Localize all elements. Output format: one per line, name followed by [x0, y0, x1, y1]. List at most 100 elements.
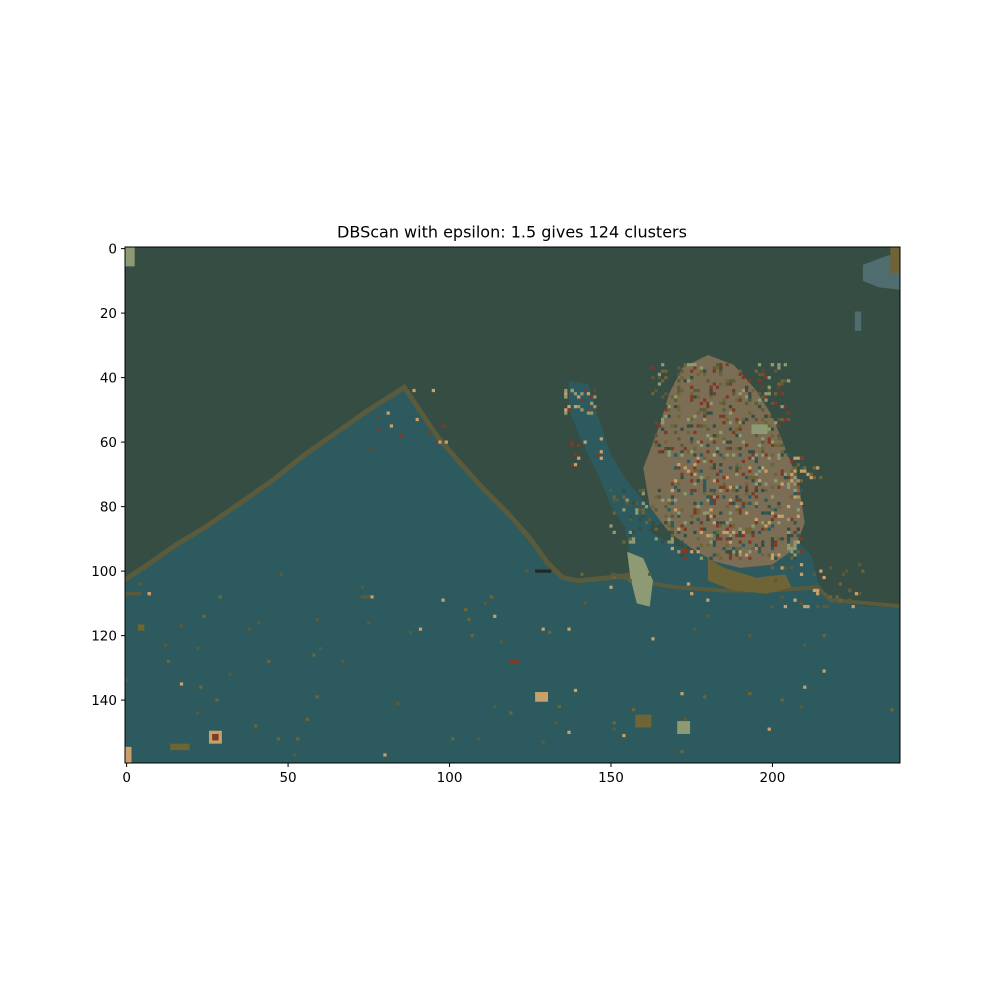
cluster-pixel [670, 366, 674, 370]
cluster-pixel [709, 388, 713, 393]
cluster-pixel [764, 469, 768, 473]
cluster-pixel [196, 711, 200, 715]
cluster-pixel [786, 546, 791, 551]
cluster-pixel [770, 414, 775, 418]
cluster-pixel [706, 495, 710, 499]
cluster-pixel [741, 388, 745, 393]
cluster-pixel [661, 498, 665, 502]
cluster-pixel [577, 443, 581, 447]
cluster-pixel [719, 488, 723, 493]
cluster-pixel [583, 601, 587, 605]
cluster-pixel [693, 482, 697, 486]
cluster-pixel [254, 724, 258, 728]
cluster-pixel [819, 475, 823, 480]
cluster-pixel [703, 398, 707, 402]
cluster-pixel [367, 621, 371, 625]
cluster-pixel [725, 530, 729, 535]
y-tick-label: 60 [100, 435, 117, 451]
cluster-pixel [761, 466, 765, 470]
cluster-pixel [696, 456, 700, 460]
cluster-pixel [790, 459, 794, 464]
cluster-pixel [767, 388, 771, 393]
cluster-pixel [764, 488, 768, 493]
cluster-pixel [764, 482, 768, 486]
cluster-pixel [777, 437, 781, 441]
cluster-pixel [732, 550, 736, 554]
cluster-pixel [761, 521, 765, 525]
cluster-pixel [725, 379, 729, 383]
cluster-pixel [719, 366, 723, 370]
cluster-pixel [296, 737, 300, 741]
cluster-pixel [612, 495, 616, 499]
cluster-pixel [715, 537, 720, 541]
cluster-pixel [796, 550, 800, 554]
cluster-pixel [703, 479, 707, 483]
cluster-pixel [786, 537, 791, 541]
cluster-pixel [712, 424, 716, 428]
cluster-pixel [793, 556, 797, 560]
cluster-pixel [770, 453, 775, 457]
cluster-pixel [596, 453, 600, 457]
cluster-pixel [703, 695, 707, 699]
cluster-pixel [738, 372, 742, 376]
cluster-pixel [757, 398, 762, 402]
cluster-pixel [667, 517, 671, 522]
cluster-pixel [748, 530, 752, 535]
cluster-pixel [728, 427, 733, 431]
cluster-pixel [767, 424, 771, 428]
cluster-pixel [709, 411, 713, 415]
cluster-pixel [709, 395, 713, 399]
cluster-pixel [683, 446, 687, 451]
cluster-pixel [728, 511, 733, 515]
cluster-pixel [703, 456, 707, 460]
cluster-pixel [745, 388, 749, 393]
cluster-pixel [693, 466, 697, 470]
cluster-pixel [783, 405, 787, 409]
cluster-pixel [212, 733, 219, 741]
cluster-pixel [680, 750, 684, 754]
cluster-pixel [741, 376, 745, 380]
cluster-pixel [690, 385, 694, 389]
cluster-pixel [709, 401, 713, 406]
cluster-pixel [735, 553, 739, 557]
cluster-pixel [780, 537, 784, 541]
cluster-pixel [757, 530, 762, 535]
cluster-pixel [628, 579, 632, 583]
cluster-pixel [686, 450, 691, 454]
cluster-pixel [712, 530, 716, 535]
cluster-pixel [690, 363, 694, 367]
cluster-pixel [767, 392, 771, 396]
cluster-pixel [715, 385, 720, 389]
cluster-pixel [754, 521, 758, 525]
cluster-pixel [793, 475, 797, 480]
cluster-pixel [673, 398, 678, 402]
cluster-pixel [567, 405, 571, 409]
cluster-pixel [761, 488, 765, 493]
cluster-pixel [677, 466, 681, 470]
cluster-pixel [725, 505, 729, 509]
cluster-pixel [667, 405, 671, 409]
island-cluster [627, 551, 653, 607]
cluster-pixel [257, 621, 261, 625]
cluster-pixel [696, 411, 700, 415]
cluster-pixel [686, 379, 691, 383]
cluster-pixel [699, 521, 704, 525]
cluster-pixel [170, 743, 190, 751]
cluster-pixel [728, 446, 733, 451]
cluster-pixel [715, 495, 720, 499]
cluster-pixel [748, 392, 752, 396]
cluster-pixel [793, 530, 797, 535]
cluster-pixel [677, 388, 681, 393]
cluster-pixel [761, 372, 765, 376]
cluster-pixel [693, 472, 697, 476]
cluster-pixel [628, 514, 632, 518]
cluster-pixel [648, 517, 652, 522]
cluster-pixel [735, 488, 739, 493]
cluster-pixel [735, 485, 739, 489]
cluster-pixel [690, 472, 694, 476]
cluster-pixel [761, 553, 765, 557]
cluster-pixel [745, 443, 749, 447]
cluster-pixel [748, 379, 752, 383]
cluster-pixel [738, 534, 742, 538]
cluster-pixel [812, 572, 817, 576]
